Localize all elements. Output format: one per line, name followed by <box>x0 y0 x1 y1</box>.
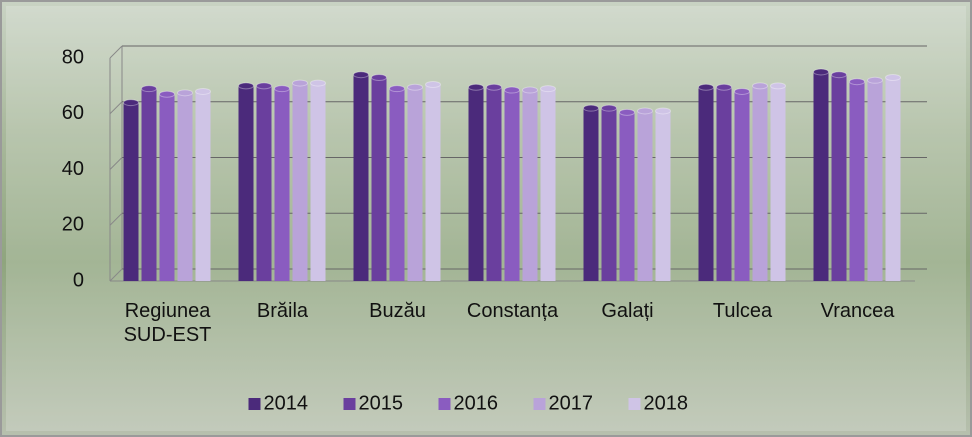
bar-cap <box>311 80 326 86</box>
bar-cap <box>753 83 768 89</box>
y-tick-label: 20 <box>62 214 84 236</box>
bar <box>699 87 714 281</box>
bar <box>390 89 405 281</box>
x-tick-label: Constanța <box>458 299 568 323</box>
bar-cap <box>814 69 829 75</box>
bar-cap <box>196 88 211 94</box>
bar <box>196 91 211 281</box>
bar <box>239 86 254 281</box>
bar-cap <box>275 86 290 92</box>
bar <box>160 94 175 281</box>
legend-label: 2014 <box>264 392 309 414</box>
x-tick-label: Regiunea SUD-EST <box>113 299 223 347</box>
bar <box>850 82 865 281</box>
bar <box>505 90 520 281</box>
bar-cap <box>469 84 484 90</box>
bar-cap <box>717 84 732 90</box>
bar <box>311 83 326 281</box>
bar <box>354 75 369 281</box>
bar <box>753 86 768 281</box>
bar <box>814 72 829 281</box>
bar <box>487 87 502 281</box>
bar <box>426 84 441 281</box>
legend-label: 2017 <box>549 392 594 414</box>
bar <box>717 87 732 281</box>
bar <box>771 86 786 281</box>
bar-cap <box>408 84 423 90</box>
bar-cap <box>638 108 653 114</box>
bar-cap <box>239 83 254 89</box>
bar-cap <box>523 87 538 93</box>
bar-cap <box>850 79 865 85</box>
bar-cap <box>656 108 671 114</box>
bar <box>832 75 847 281</box>
chart-canvas: 0 20 40 60 80 2014 2015 2016 2017 2018 <box>0 0 972 437</box>
bar-cap <box>541 86 556 92</box>
bar <box>735 91 750 281</box>
legend-label: 2016 <box>454 392 499 414</box>
bar <box>124 103 139 281</box>
bar <box>656 111 671 281</box>
bar <box>372 78 387 281</box>
bar-cap <box>505 87 520 93</box>
bar-cap <box>584 105 599 111</box>
legend-label: 2018 <box>644 392 689 414</box>
bar-cap <box>293 80 308 86</box>
y-tick-label: 0 <box>73 269 84 291</box>
bar-cap <box>124 100 139 106</box>
bar <box>408 87 423 281</box>
y-tick-label: 80 <box>62 46 84 68</box>
bar <box>602 108 617 281</box>
x-tick-label: Tulcea <box>688 299 798 323</box>
legend-label: 2015 <box>359 392 404 414</box>
chart: 0 20 40 60 80 2014 2015 2016 2017 2018 Regiunea S… <box>0 0 972 437</box>
bar <box>293 83 308 281</box>
bar-cap <box>868 77 883 83</box>
bar <box>541 89 556 281</box>
bar <box>257 86 272 281</box>
bar-cap <box>426 81 441 87</box>
bar-cap <box>832 72 847 78</box>
bar-cap <box>487 84 502 90</box>
bar-cap <box>142 86 157 92</box>
x-tick-label: Buzău <box>343 299 453 323</box>
legend-swatch <box>629 398 641 410</box>
legend-swatch <box>344 398 356 410</box>
legend-swatch <box>534 398 546 410</box>
bar-cap <box>354 72 369 78</box>
bar <box>178 93 193 281</box>
legend-swatch <box>249 398 261 410</box>
bar-cap <box>257 83 272 89</box>
bar <box>620 112 635 281</box>
bar-cap <box>390 86 405 92</box>
bar <box>868 80 883 281</box>
legend-swatch <box>439 398 451 410</box>
bar-cap <box>699 84 714 90</box>
bar <box>523 90 538 281</box>
x-tick-label: Vrancea <box>803 299 913 323</box>
y-tick-label: 60 <box>62 102 84 124</box>
bar <box>469 87 484 281</box>
bar <box>584 108 599 281</box>
bar-cap <box>620 109 635 115</box>
bar-cap <box>602 105 617 111</box>
bar <box>275 89 290 281</box>
y-tick-label: 40 <box>62 158 84 180</box>
bar <box>886 78 901 281</box>
x-tick-label: Brăila <box>228 299 338 323</box>
bar <box>638 111 653 281</box>
bar-cap <box>771 83 786 89</box>
bar-cap <box>886 75 901 81</box>
bar-cap <box>160 91 175 97</box>
bar-cap <box>735 88 750 94</box>
x-tick-label: Galați <box>573 299 683 323</box>
bar <box>142 89 157 281</box>
bar-cap <box>372 75 387 81</box>
bar-cap <box>178 90 193 96</box>
